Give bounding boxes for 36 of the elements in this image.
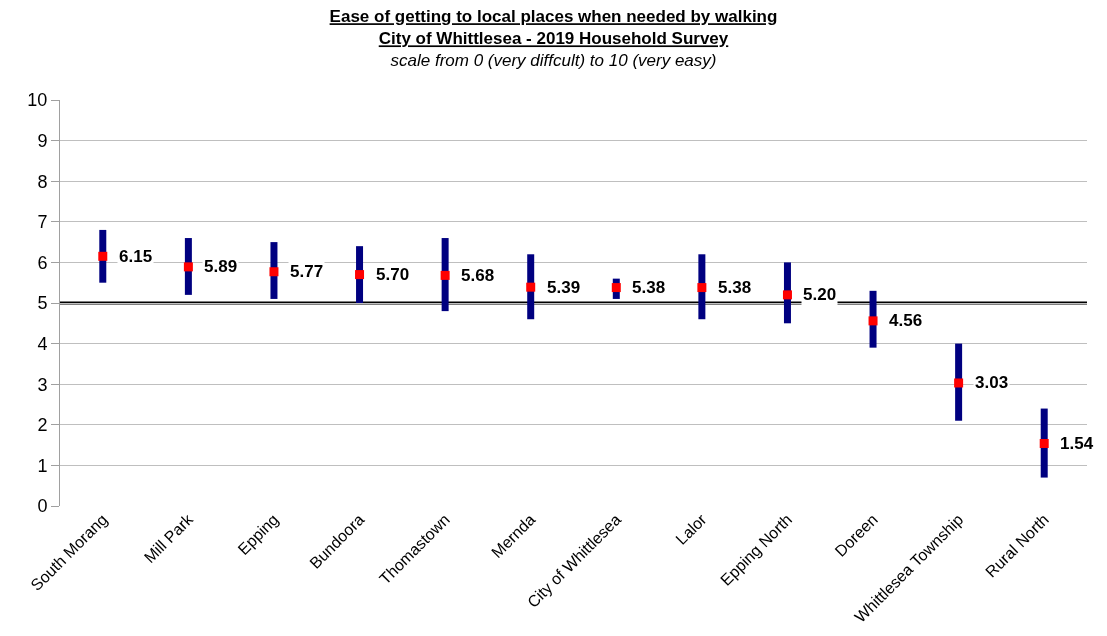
point	[269, 267, 279, 277]
y-tick-label: 1	[37, 455, 48, 476]
data-label: 5.20	[803, 285, 837, 304]
y-tick-label: 5	[37, 293, 48, 314]
data-label: 5.70	[376, 265, 410, 284]
data-label: 5.77	[290, 262, 324, 281]
chart-subtitle: scale from 0 (very diffcult) to 10 (very easy)	[390, 51, 717, 71]
point	[98, 251, 108, 261]
point	[1039, 438, 1049, 448]
data-label: 5.68	[461, 266, 495, 285]
y-tick-label: 6	[37, 252, 48, 273]
data-label: 5.89	[204, 257, 238, 276]
data-label: 5.38	[718, 278, 752, 297]
point	[526, 282, 536, 292]
y-tick-label: 4	[37, 333, 48, 354]
data-label: 5.38	[632, 278, 666, 297]
y-tick-label: 9	[37, 130, 48, 151]
point	[868, 316, 878, 326]
point	[611, 283, 621, 293]
point	[440, 270, 450, 280]
y-tick-label: 10	[27, 90, 48, 111]
point	[355, 270, 365, 280]
y-tick-label: 2	[37, 415, 48, 436]
data-label: 4.56	[889, 311, 923, 330]
y-tick-label: 7	[37, 212, 48, 233]
y-tick-label: 0	[37, 496, 48, 517]
point	[954, 378, 964, 388]
data-label: 3.03	[975, 373, 1009, 392]
data-label: 5.39	[547, 278, 581, 297]
data-label: 1.54	[1060, 434, 1094, 453]
point	[782, 290, 792, 300]
point	[697, 283, 707, 293]
point	[183, 262, 193, 272]
data-label: 6.15	[119, 247, 153, 266]
y-tick-label: 3	[37, 374, 48, 395]
y-tick-label: 8	[37, 171, 48, 192]
